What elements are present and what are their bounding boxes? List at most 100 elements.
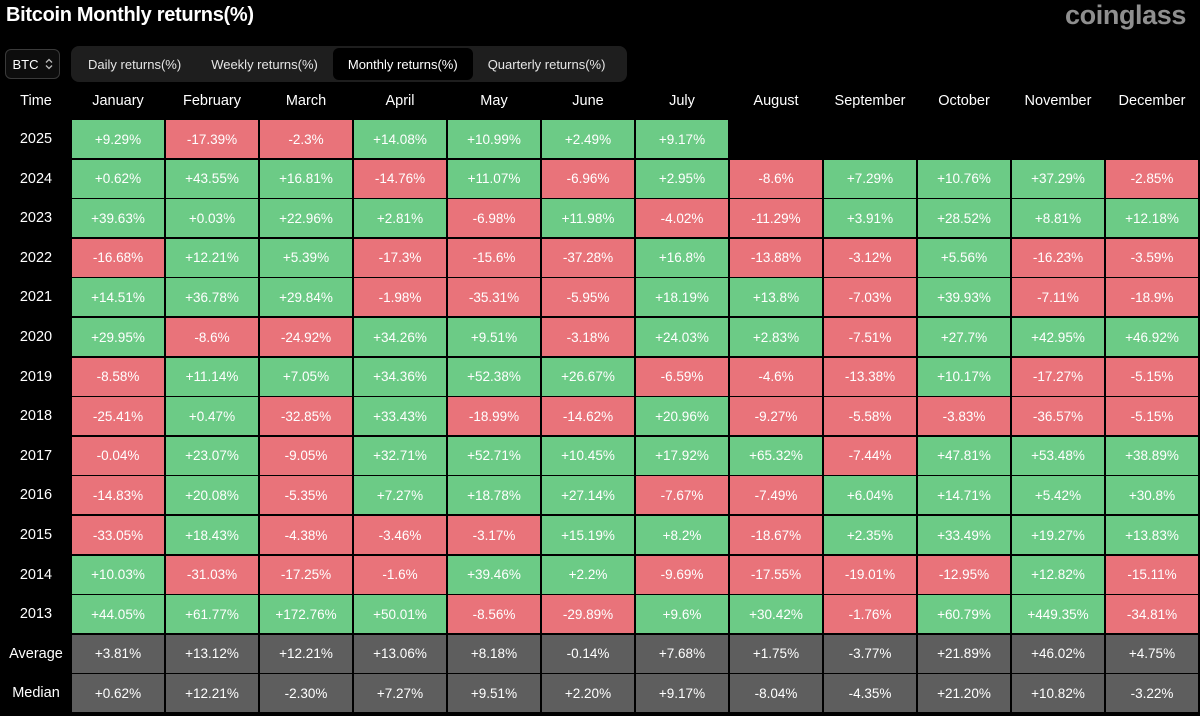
return-cell: -8.6% — [166, 318, 258, 356]
return-cell: -32.85% — [260, 397, 352, 436]
summary-cell: -0.14% — [542, 634, 634, 673]
return-cell: -12.95% — [918, 555, 1010, 594]
column-header-time: Time — [20, 93, 52, 109]
summary-cell: -8.04% — [730, 674, 822, 713]
return-cell: +18.78% — [448, 476, 540, 515]
column-header-month: October — [938, 93, 990, 109]
return-cell: +10.17% — [918, 357, 1010, 396]
return-cell: -14.76% — [354, 159, 446, 198]
summary-cell: -2.30% — [260, 674, 352, 713]
summary-cell: +21.89% — [918, 634, 1010, 673]
return-cell: -24.92% — [260, 318, 352, 356]
summary-cell: +13.12% — [166, 634, 258, 673]
summary-cell: +12.21% — [166, 674, 258, 713]
return-cell: -3.12% — [824, 238, 916, 277]
return-cell: -5.35% — [260, 476, 352, 515]
return-cell: +61.77% — [166, 595, 258, 634]
return-cell: +13.83% — [1106, 516, 1198, 554]
summary-cell: +3.81% — [72, 634, 164, 673]
return-cell: +12.18% — [1106, 199, 1198, 238]
return-cell: +11.98% — [542, 199, 634, 238]
summary-cell: -3.77% — [824, 634, 916, 673]
column-header-month: September — [834, 93, 906, 109]
return-cell: +11.14% — [166, 357, 258, 396]
coin-select-value: BTC — [12, 56, 39, 72]
summary-cell: +4.75% — [1106, 634, 1198, 673]
summary-cell: +21.20% — [918, 674, 1010, 713]
return-cell: -3.46% — [354, 516, 446, 554]
return-cell: +8.81% — [1012, 199, 1104, 238]
summary-row-label: Average — [9, 645, 63, 662]
summary-cell: -4.35% — [824, 674, 916, 713]
column-header-month: February — [182, 93, 242, 109]
return-cell: -29.89% — [542, 595, 634, 634]
return-cell: +65.32% — [730, 436, 822, 475]
column-header-month: March — [285, 93, 327, 109]
return-cell: +18.43% — [166, 516, 258, 554]
column-header-month: August — [753, 93, 799, 109]
return-cell: +38.89% — [1106, 436, 1198, 475]
return-cell: +7.29% — [824, 159, 916, 198]
return-cell: +27.7% — [918, 318, 1010, 356]
return-cell: -1.98% — [354, 278, 446, 317]
year-label: 2023 — [19, 210, 53, 227]
return-cell: +11.07% — [448, 159, 540, 198]
return-cell: +9.29% — [72, 120, 164, 158]
return-cell: +3.91% — [824, 199, 916, 238]
return-cell: -16.68% — [72, 238, 164, 277]
return-cell: -5.58% — [824, 397, 916, 436]
return-cell: +17.92% — [636, 436, 728, 475]
column-header-month: May — [480, 93, 508, 109]
year-label: 2017 — [19, 447, 53, 464]
return-cell: -18.67% — [730, 516, 822, 554]
return-cell: -7.03% — [824, 278, 916, 317]
column-header-month: December — [1118, 93, 1186, 109]
tab-daily-returns[interactable]: Daily returns(%) — [88, 56, 182, 72]
tab-quarterly-returns[interactable]: Quarterly returns(%) — [487, 56, 606, 72]
year-label: 2014 — [19, 566, 53, 583]
return-cell: -4.6% — [730, 357, 822, 396]
return-cell: -3.83% — [918, 397, 1010, 436]
return-cell: -13.38% — [824, 357, 916, 396]
return-cell: -17.39% — [166, 120, 258, 158]
return-cell: +52.38% — [448, 357, 540, 396]
return-cell: +20.96% — [636, 397, 728, 436]
return-cell: +60.79% — [918, 595, 1010, 634]
return-cell: -8.56% — [448, 595, 540, 634]
return-cell: -15.6% — [448, 238, 540, 277]
return-cell: +15.19% — [542, 516, 634, 554]
return-cell: -11.29% — [730, 199, 822, 238]
return-cell: +30.8% — [1106, 476, 1198, 515]
chevron-updown-icon — [45, 58, 53, 70]
coin-select[interactable]: BTC — [5, 49, 60, 79]
return-cell: +6.04% — [824, 476, 916, 515]
return-cell: -18.9% — [1106, 278, 1198, 317]
return-cell: +8.2% — [636, 516, 728, 554]
return-cell: -36.57% — [1012, 397, 1104, 436]
return-cell: +2.83% — [730, 318, 822, 356]
return-cell: +42.95% — [1012, 318, 1104, 356]
return-cell: +14.08% — [354, 120, 446, 158]
tab-weekly-returns[interactable]: Weekly returns(%) — [211, 56, 318, 72]
return-cell: +449.35% — [1012, 595, 1104, 634]
summary-cell: +13.06% — [354, 634, 446, 673]
return-cell: -17.27% — [1012, 357, 1104, 396]
summary-cell: +0.62% — [72, 674, 164, 713]
column-header-month: June — [572, 93, 604, 109]
return-cell: -6.96% — [542, 159, 634, 198]
year-label: 2025 — [19, 131, 53, 147]
return-cell: +7.27% — [354, 476, 446, 515]
return-cell: -17.25% — [260, 555, 352, 594]
tab-monthly-returns[interactable]: Monthly returns(%) — [332, 48, 473, 80]
coinglass-logo: coinglass — [1065, 0, 1186, 30]
return-cell: +24.03% — [636, 318, 728, 356]
return-cell: -7.44% — [824, 436, 916, 475]
return-cell: -7.67% — [636, 476, 728, 515]
return-cell: +0.03% — [166, 199, 258, 238]
return-cell: +34.26% — [354, 318, 446, 356]
year-label: 2020 — [19, 329, 53, 345]
return-cell: +36.78% — [166, 278, 258, 317]
return-cell: +34.36% — [354, 357, 446, 396]
return-cell: +52.71% — [448, 436, 540, 475]
return-cell: +39.63% — [72, 199, 164, 238]
